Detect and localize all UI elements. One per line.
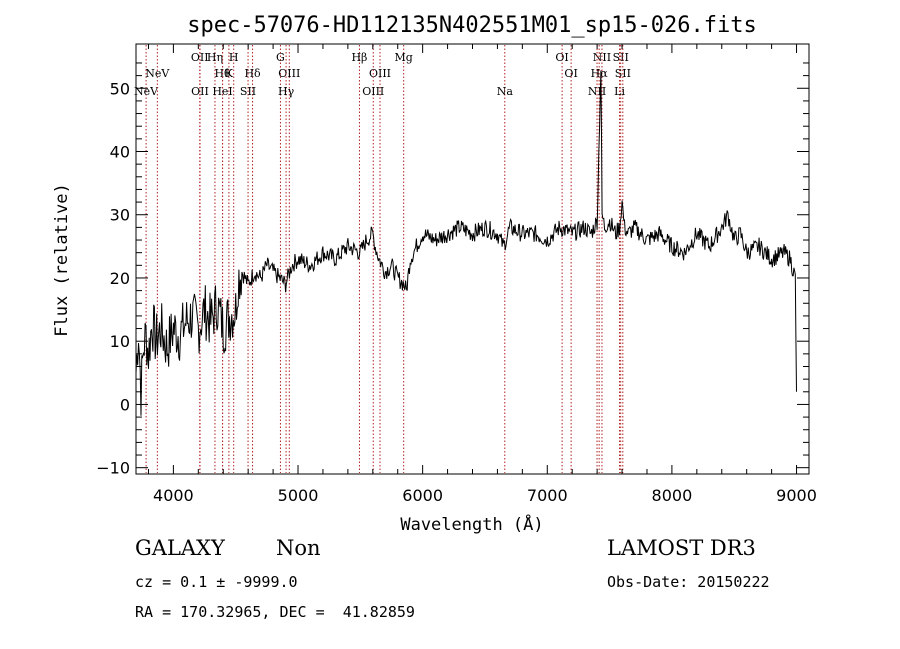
marker-label: NeV bbox=[134, 85, 159, 98]
redshift-cz: cz = 0.1 ± -9999.0 bbox=[135, 573, 298, 591]
y-tick-label: 0 bbox=[120, 395, 130, 414]
y-axis-label: Flux (relative) bbox=[52, 183, 72, 337]
marker-label: Hη bbox=[207, 51, 223, 64]
x-tick-label: 5000 bbox=[278, 486, 319, 505]
x-axis-label: Wavelength (Å) bbox=[400, 513, 543, 535]
y-tick-label: 50 bbox=[110, 79, 130, 98]
marker-label: OIII bbox=[278, 67, 300, 80]
obs-date: Obs-Date: 20150222 bbox=[607, 573, 770, 591]
marker-label: Na bbox=[497, 85, 514, 98]
marker-label: NII bbox=[593, 51, 611, 64]
y-tick-label: 40 bbox=[110, 143, 130, 162]
object-subclass: Non bbox=[276, 536, 321, 560]
y-axis: −10 0 10 20 30 40 50 bbox=[96, 62, 809, 478]
survey-name: LAMOST DR3 bbox=[607, 536, 756, 560]
x-axis: 4000 5000 6000 7000 8000 9000 bbox=[147, 44, 817, 505]
x-tick-label: 7000 bbox=[527, 486, 568, 505]
marker-label: HeI bbox=[212, 85, 232, 98]
ra-dec-coordinates: RA = 170.32965, DEC = 41.82859 bbox=[135, 603, 415, 621]
y-tick-label: 20 bbox=[110, 269, 130, 288]
x-tick-label: 6000 bbox=[402, 486, 443, 505]
marker-label: OII bbox=[191, 85, 209, 98]
marker-label: OIII bbox=[362, 85, 384, 98]
object-class: GALAXY bbox=[135, 536, 225, 560]
marker-label: OI bbox=[564, 67, 577, 80]
marker-label: OII bbox=[191, 51, 209, 64]
marker-label: K bbox=[225, 67, 234, 80]
spectrum-line bbox=[135, 70, 797, 416]
marker-label: Hβ bbox=[351, 51, 367, 64]
marker-label: H bbox=[229, 51, 239, 64]
marker-label: Hδ bbox=[244, 67, 261, 80]
marker-label: Mg bbox=[395, 51, 413, 64]
marker-label: G bbox=[276, 51, 285, 64]
chart-title: spec-57076-HD112135N402551M01_sp15-026.f… bbox=[187, 13, 757, 38]
marker-label: NII bbox=[588, 85, 606, 98]
y-tick-label: 30 bbox=[110, 206, 130, 225]
spectrum-series bbox=[135, 70, 797, 416]
marker-label: Hα bbox=[591, 67, 609, 80]
marker-label: Li bbox=[614, 85, 625, 98]
marker-label: SII bbox=[240, 85, 256, 98]
marker-label: OI bbox=[555, 51, 568, 64]
plot-frame bbox=[135, 43, 810, 475]
marker-label: OIII bbox=[369, 67, 391, 80]
y-tick-label: 10 bbox=[110, 332, 130, 351]
x-tick-label: 4000 bbox=[153, 486, 194, 505]
marker-label: SII bbox=[613, 51, 629, 64]
marker-label: NeV bbox=[145, 67, 170, 80]
x-tick-label: 8000 bbox=[652, 486, 693, 505]
x-tick-label: 9000 bbox=[776, 486, 817, 505]
marker-label: SII bbox=[615, 67, 631, 80]
marker-label: Hγ bbox=[278, 85, 295, 98]
y-tick-label: −10 bbox=[96, 459, 130, 478]
